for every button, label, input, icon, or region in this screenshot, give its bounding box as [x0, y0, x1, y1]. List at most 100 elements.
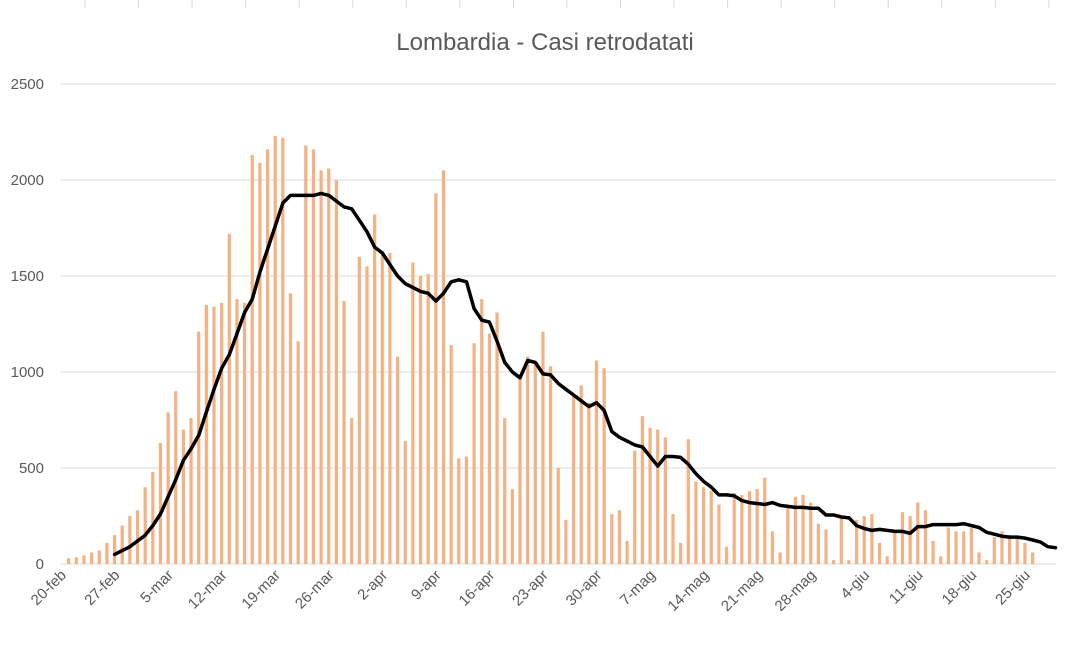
bar: [770, 531, 775, 564]
bar: [67, 558, 71, 564]
bar: [304, 145, 308, 564]
bar: [380, 251, 384, 565]
bar: [342, 300, 346, 564]
bar: [564, 519, 568, 564]
bar: [610, 514, 614, 564]
bar: [602, 368, 606, 564]
bar: [518, 373, 522, 564]
bar: [587, 402, 591, 564]
bar: [594, 360, 599, 564]
bar: [832, 560, 836, 564]
bar: [709, 491, 713, 564]
bar: [549, 366, 553, 564]
bar: [227, 233, 231, 564]
bar: [311, 149, 316, 564]
bar: [541, 331, 545, 564]
bar: [579, 385, 583, 564]
bar: [250, 155, 254, 565]
bar: [181, 429, 185, 564]
bar: [166, 412, 170, 564]
bar: [403, 441, 407, 564]
bar: [373, 214, 377, 564]
bar: [939, 556, 943, 564]
bar: [319, 170, 323, 564]
y-tick-label: 1000: [11, 364, 44, 381]
bar: [135, 510, 140, 564]
bar: [962, 531, 966, 564]
bar: [740, 494, 744, 564]
bar: [702, 487, 706, 564]
y-tick-label: 0: [36, 556, 44, 573]
bar: [824, 529, 828, 564]
bar: [510, 489, 514, 564]
bar: [120, 525, 124, 564]
bar: [151, 471, 155, 564]
bar: [732, 492, 736, 564]
bar: [212, 306, 216, 564]
bar: [365, 266, 369, 564]
bar: [350, 418, 354, 564]
bar: [526, 356, 530, 564]
bar: [426, 274, 430, 564]
bar: [648, 427, 652, 564]
bar: [847, 560, 851, 564]
bar: [954, 531, 958, 564]
bar: [90, 552, 94, 564]
bar: [503, 418, 507, 564]
bar-series: [67, 135, 1035, 565]
bar: [908, 516, 912, 564]
bar: [717, 504, 721, 564]
bar: [969, 527, 973, 564]
bar: [694, 481, 698, 564]
bar: [480, 299, 484, 564]
line-series: [112, 191, 1058, 557]
bar: [235, 299, 239, 564]
bar: [434, 193, 438, 564]
bar: [1000, 531, 1004, 564]
bar: [197, 331, 201, 564]
bar: [633, 450, 637, 564]
bar: [388, 252, 392, 564]
bar: [449, 345, 453, 564]
moving-average-line: [112, 191, 1058, 557]
bar: [396, 356, 400, 564]
bar: [617, 510, 622, 564]
bar: [755, 489, 759, 564]
bar: [923, 510, 928, 564]
bar: [105, 542, 109, 564]
bar: [457, 458, 461, 564]
bar: [112, 535, 117, 564]
bar: [671, 514, 675, 564]
bar: [472, 343, 476, 564]
bar: [801, 494, 805, 564]
bar: [296, 341, 300, 564]
bar: [571, 395, 576, 564]
bar: [870, 514, 874, 564]
bar: [793, 496, 797, 564]
bar: [1030, 552, 1035, 564]
bar: [663, 437, 667, 564]
bar: [288, 293, 293, 564]
bar: [220, 302, 224, 564]
bar: [900, 512, 905, 564]
bar: [786, 504, 790, 564]
bar: [1023, 542, 1027, 564]
bar: [778, 552, 782, 564]
bar: [946, 527, 950, 564]
bar: [686, 439, 690, 564]
bar: [809, 502, 813, 564]
bar: [763, 477, 767, 564]
bar: [158, 443, 163, 564]
chart-title: Lombardia - Casi retrodatati: [396, 29, 693, 56]
bar: [265, 149, 270, 564]
bar: [625, 540, 629, 564]
bar: [441, 170, 446, 564]
bar: [862, 516, 866, 564]
bar: [327, 168, 331, 565]
bar: [656, 429, 660, 564]
bar: [747, 491, 752, 564]
gridlines: [60, 83, 1056, 565]
bar: [281, 137, 285, 564]
bar: [411, 262, 415, 564]
